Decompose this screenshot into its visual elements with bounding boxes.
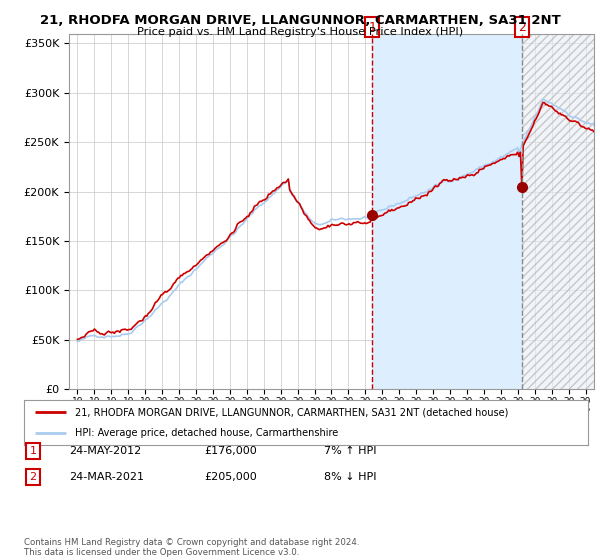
Text: Price paid vs. HM Land Registry's House Price Index (HPI): Price paid vs. HM Land Registry's House …: [137, 27, 463, 37]
Text: 24-MAR-2021: 24-MAR-2021: [69, 472, 144, 482]
Text: Contains HM Land Registry data © Crown copyright and database right 2024.
This d: Contains HM Land Registry data © Crown c…: [24, 538, 359, 557]
Text: 2: 2: [518, 21, 526, 34]
Text: 7% ↑ HPI: 7% ↑ HPI: [324, 446, 377, 456]
Bar: [372, 34, 522, 389]
Text: 21, RHODFA MORGAN DRIVE, LLANGUNNOR, CARMARTHEN, SA31 2NT (detached house): 21, RHODFA MORGAN DRIVE, LLANGUNNOR, CAR…: [75, 408, 508, 418]
Text: 1: 1: [29, 446, 37, 456]
Text: £205,000: £205,000: [204, 472, 257, 482]
Text: 24-MAY-2012: 24-MAY-2012: [69, 446, 141, 456]
Text: 21, RHODFA MORGAN DRIVE, LLANGUNNOR, CARMARTHEN, SA31 2NT: 21, RHODFA MORGAN DRIVE, LLANGUNNOR, CAR…: [40, 14, 560, 27]
Text: HPI: Average price, detached house, Carmarthenshire: HPI: Average price, detached house, Carm…: [75, 428, 338, 438]
Text: 1: 1: [368, 21, 376, 34]
Text: 2: 2: [29, 472, 37, 482]
Text: £176,000: £176,000: [204, 446, 257, 456]
Bar: [522, 34, 594, 389]
Text: 8% ↓ HPI: 8% ↓ HPI: [324, 472, 377, 482]
